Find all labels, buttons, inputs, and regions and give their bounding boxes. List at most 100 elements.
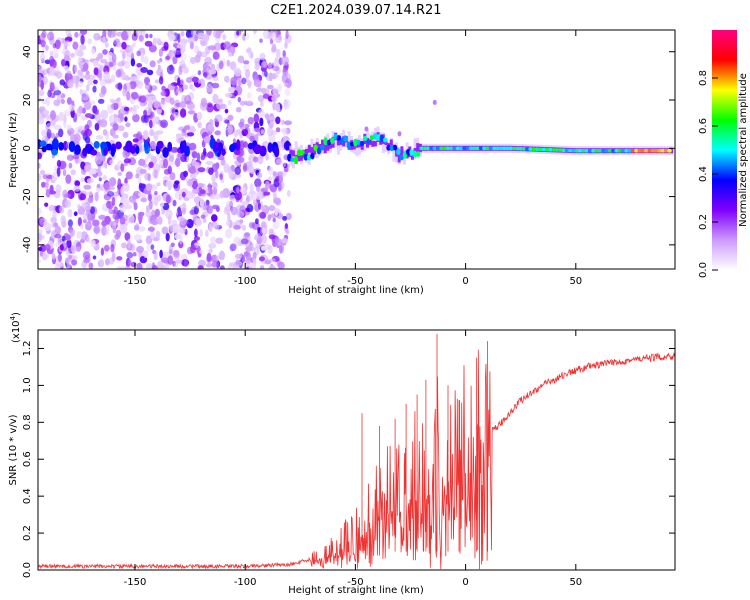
spectrogram-noise-speckle: [160, 99, 166, 109]
spectrogram-noise-speckle: [110, 243, 115, 253]
spectrogram-noise-speckle: [52, 43, 57, 49]
spectrogram-noise-speckle: [51, 172, 58, 182]
spectrogram-xtick-label: 0: [462, 276, 468, 287]
spectrogram-noise-speckle: [105, 258, 110, 266]
spectrogram-noise-speckle: [159, 249, 163, 259]
spectrogram-noise-speckle: [167, 165, 172, 175]
spectrogram-noise-speckle: [84, 128, 93, 137]
spectrogram-signal-core: [564, 148, 570, 153]
spectrogram-noise-speckle: [84, 234, 90, 243]
spectrogram-noise-speckle: [77, 204, 81, 210]
spectrogram-noise-speckle: [46, 96, 50, 107]
spectrogram-noise-speckle: [187, 36, 196, 44]
spectrogram-noise-speckle: [184, 94, 192, 105]
spectrogram-noise-speckle: [59, 244, 64, 251]
spectrogram-noise-speckle: [84, 205, 91, 211]
spectrogram-signal-core: [644, 148, 649, 153]
spectrogram-noise-speckle: [117, 185, 122, 196]
spectrogram-noise-speckle: [53, 124, 62, 130]
spectrogram-noise-speckle: [244, 32, 250, 40]
spectrogram-noise-speckle: [45, 181, 49, 189]
spectrogram-noise-speckle: [217, 142, 224, 152]
spectrogram-noise-speckle: [220, 158, 226, 166]
spectrogram-noise-speckle: [279, 244, 283, 254]
spectrogram-signal-mid: [397, 152, 401, 163]
spectrogram-axes: -150 -100 -50 0 50 -40 -20 0 20 40: [22, 30, 675, 287]
spectrogram-noise-speckle: [158, 76, 164, 85]
spectrogram-signal-core: [502, 146, 507, 151]
spectrogram-noise-speckle: [152, 37, 157, 46]
spectrogram-noise-speckle: [56, 167, 61, 177]
spectrogram-noise-speckle: [94, 192, 99, 202]
spectrogram-noise-speckle: [197, 122, 202, 128]
spectrogram-signal-halo: [347, 131, 351, 148]
spectrogram-signal-core: [300, 150, 305, 155]
spectrogram-noise-speckle: [114, 117, 121, 123]
spectrogram-noise-speckle: [235, 106, 242, 113]
spectrogram-noise-speckle: [143, 129, 149, 140]
spectrogram-noise-speckle: [177, 153, 182, 158]
spectrogram-signal-core: [482, 146, 487, 151]
spectrogram-noise-speckle: [198, 259, 206, 267]
spectrogram-signal-core: [320, 144, 325, 151]
spectrogram-signal-core: [521, 147, 527, 151]
spectrogram-signal-core: [611, 148, 616, 153]
spectrogram-noise-speckle: [100, 58, 108, 64]
spectrogram-signal-core: [429, 146, 434, 151]
spectrogram-noise-speckle: [130, 58, 136, 67]
spectrogram-noise-speckle: [80, 177, 85, 183]
spectrogram-noise-speckle: [167, 141, 173, 152]
spectrogram-noise-speckle: [65, 250, 71, 256]
spectrogram-noise-speckle: [110, 47, 114, 54]
spectrogram-noise-speckle: [120, 163, 125, 172]
spectrogram-noise-speckle: [244, 232, 251, 237]
spectrogram-noise-speckle: [97, 98, 105, 104]
spectrogram-noise-speckle: [92, 255, 97, 260]
spectrogram-signal-mid: [352, 144, 356, 150]
spectrogram-noise-speckle: [143, 55, 149, 65]
spectrogram-noise-speckle: [149, 129, 155, 137]
spectrogram-noise-speckle: [40, 52, 46, 63]
spectrogram-noise-speckle: [136, 246, 144, 253]
spectrogram-noise-speckle: [132, 42, 136, 47]
spectrogram-noise-speckle: [219, 173, 223, 181]
spectrogram-noise-speckle: [212, 222, 220, 230]
spectrogram-noise-speckle: [129, 80, 137, 90]
spectrogram-signal-halo: [384, 140, 388, 152]
spectrogram-xtick-label: -150: [124, 276, 147, 287]
spectrogram-noise-speckle: [132, 133, 141, 138]
spectrogram-noise-speckle: [58, 128, 64, 138]
spectrogram-signal-core: [376, 134, 381, 141]
spectrogram-signal-core: [548, 148, 553, 152]
spectrogram-noise-speckle: [39, 217, 48, 227]
spectrogram-noise-speckle: [191, 191, 195, 199]
spectrogram-noise-speckle: [123, 158, 132, 164]
spectrogram-noise-speckle: [276, 48, 281, 59]
spectrogram-noise-speckle: [59, 205, 65, 214]
spectrogram-noise-speckle: [285, 229, 290, 235]
spectrogram-noise-speckle: [225, 228, 233, 239]
spectrogram-noise-speckle: [253, 113, 260, 123]
spectrogram-noise-speckle: [157, 64, 161, 70]
spectrogram-noise-speckle: [199, 249, 204, 255]
spectrogram-noise-speckle: [145, 209, 151, 218]
spectrogram-signal-core: [336, 135, 342, 141]
spectrogram-signal-core: [528, 147, 533, 151]
spectrogram-noise-speckle: [38, 65, 43, 72]
spectrogram-noise-speckle: [161, 226, 169, 235]
spectrogram-noise-speckle: [112, 64, 117, 72]
spectrogram-noise-speckle: [180, 31, 185, 37]
spectrogram-noise-speckle: [73, 211, 78, 216]
spectrogram-noise-speckle: [92, 85, 97, 93]
spectrogram-noise-speckle: [60, 93, 66, 99]
colorbar-tick-label: 0.6: [698, 118, 709, 134]
spectrogram-noise-speckle: [168, 65, 174, 71]
spectrogram-noise-speckle: [99, 64, 105, 72]
spectrogram-noise-speckle: [211, 82, 220, 89]
spectrogram-noise-speckle: [146, 69, 154, 76]
spectrogram-noise-speckle: [44, 244, 51, 251]
spectrogram-noise-speckle: [281, 119, 285, 125]
spectrogram-noise-speckle: [210, 236, 217, 245]
spectrogram-noise-speckle: [210, 63, 216, 70]
spectrogram-noise-speckle: [282, 68, 288, 73]
